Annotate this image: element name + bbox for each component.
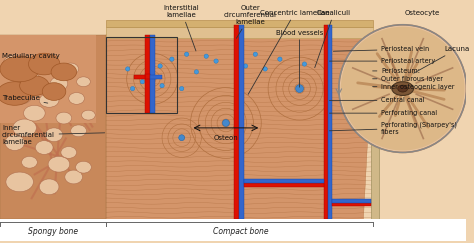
Ellipse shape — [28, 53, 60, 75]
Text: Outer fibrous layer: Outer fibrous layer — [373, 76, 443, 82]
Ellipse shape — [48, 156, 70, 172]
Bar — [371, 35, 379, 219]
Ellipse shape — [36, 141, 53, 154]
Ellipse shape — [50, 77, 68, 91]
Bar — [106, 36, 177, 113]
Text: Central canal: Central canal — [329, 97, 425, 103]
Text: Interstitial
lamellae: Interstitial lamellae — [164, 5, 200, 51]
Ellipse shape — [5, 135, 25, 150]
Ellipse shape — [56, 112, 72, 124]
Text: Perforating (Sharpey's)
fibers: Perforating (Sharpey's) fibers — [329, 121, 457, 135]
Bar — [150, 35, 155, 113]
Circle shape — [253, 52, 257, 56]
Circle shape — [263, 67, 267, 71]
Circle shape — [179, 135, 185, 141]
Circle shape — [243, 64, 248, 68]
Text: Trabeculae: Trabeculae — [2, 95, 48, 103]
Circle shape — [278, 57, 282, 61]
Ellipse shape — [7, 87, 32, 104]
Bar — [146, 74, 150, 79]
Polygon shape — [106, 20, 373, 27]
Bar — [150, 75, 162, 79]
Ellipse shape — [71, 125, 86, 137]
Bar — [332, 199, 371, 202]
Polygon shape — [0, 35, 96, 123]
Text: Periosteum:: Periosteum: — [373, 68, 420, 74]
Ellipse shape — [51, 63, 77, 81]
Ellipse shape — [82, 110, 95, 120]
Ellipse shape — [24, 105, 45, 121]
Text: Periosteal vein: Periosteal vein — [333, 46, 429, 52]
Circle shape — [160, 84, 164, 88]
Text: Compact bone: Compact bone — [213, 226, 268, 235]
Bar — [324, 25, 328, 219]
Text: Outer
circumferential
lamellae: Outer circumferential lamellae — [224, 5, 277, 38]
Bar — [244, 183, 324, 187]
Ellipse shape — [69, 93, 84, 104]
Text: Inner
circumferential
lamellae: Inner circumferential lamellae — [2, 125, 105, 145]
Ellipse shape — [65, 170, 82, 184]
Text: Inner osteogenic layer: Inner osteogenic layer — [373, 84, 455, 90]
Ellipse shape — [22, 156, 37, 168]
Polygon shape — [0, 219, 465, 241]
Ellipse shape — [19, 71, 39, 87]
Text: Lacuna: Lacuna — [414, 46, 469, 73]
Ellipse shape — [0, 56, 39, 82]
Circle shape — [140, 79, 145, 84]
Bar — [234, 25, 238, 219]
Ellipse shape — [13, 119, 36, 137]
Circle shape — [339, 25, 466, 152]
Ellipse shape — [77, 77, 91, 87]
Text: Concentric lamellae: Concentric lamellae — [248, 10, 329, 94]
Ellipse shape — [35, 59, 54, 73]
Ellipse shape — [61, 147, 77, 158]
Polygon shape — [0, 35, 106, 219]
Circle shape — [170, 57, 174, 61]
Ellipse shape — [3, 55, 27, 73]
Circle shape — [180, 87, 184, 91]
Polygon shape — [106, 27, 373, 37]
Circle shape — [222, 120, 229, 126]
Bar — [134, 75, 146, 79]
Text: Osteocyte: Osteocyte — [405, 10, 440, 16]
Circle shape — [302, 62, 307, 66]
Bar — [332, 202, 371, 207]
Circle shape — [130, 87, 135, 91]
Bar — [244, 179, 324, 183]
Circle shape — [194, 70, 199, 74]
Ellipse shape — [45, 128, 63, 142]
Bar — [328, 25, 332, 219]
Ellipse shape — [63, 63, 79, 75]
Ellipse shape — [39, 94, 59, 107]
Ellipse shape — [19, 76, 49, 95]
Polygon shape — [106, 35, 373, 219]
Ellipse shape — [42, 83, 66, 100]
Ellipse shape — [39, 179, 59, 195]
Circle shape — [126, 67, 130, 71]
Ellipse shape — [6, 172, 33, 192]
Text: Osteon: Osteon — [213, 135, 238, 141]
Ellipse shape — [76, 161, 91, 173]
Circle shape — [149, 76, 155, 82]
Text: Periosteal artery: Periosteal artery — [329, 58, 435, 64]
Text: Medullary cavity: Medullary cavity — [2, 53, 60, 59]
Text: Blood vessels: Blood vessels — [276, 30, 323, 87]
Text: Spongy bone: Spongy bone — [28, 226, 78, 235]
Circle shape — [158, 64, 162, 68]
Ellipse shape — [398, 85, 408, 92]
Circle shape — [204, 54, 209, 58]
Text: Perforating canal: Perforating canal — [329, 110, 437, 116]
Circle shape — [184, 52, 189, 56]
Polygon shape — [0, 219, 465, 241]
Ellipse shape — [0, 82, 32, 105]
Bar — [146, 35, 150, 113]
Ellipse shape — [392, 82, 413, 95]
Circle shape — [341, 27, 465, 150]
Circle shape — [214, 59, 218, 63]
Circle shape — [296, 85, 303, 93]
Bar — [238, 25, 244, 219]
Text: Canaliculi: Canaliculi — [315, 10, 351, 68]
